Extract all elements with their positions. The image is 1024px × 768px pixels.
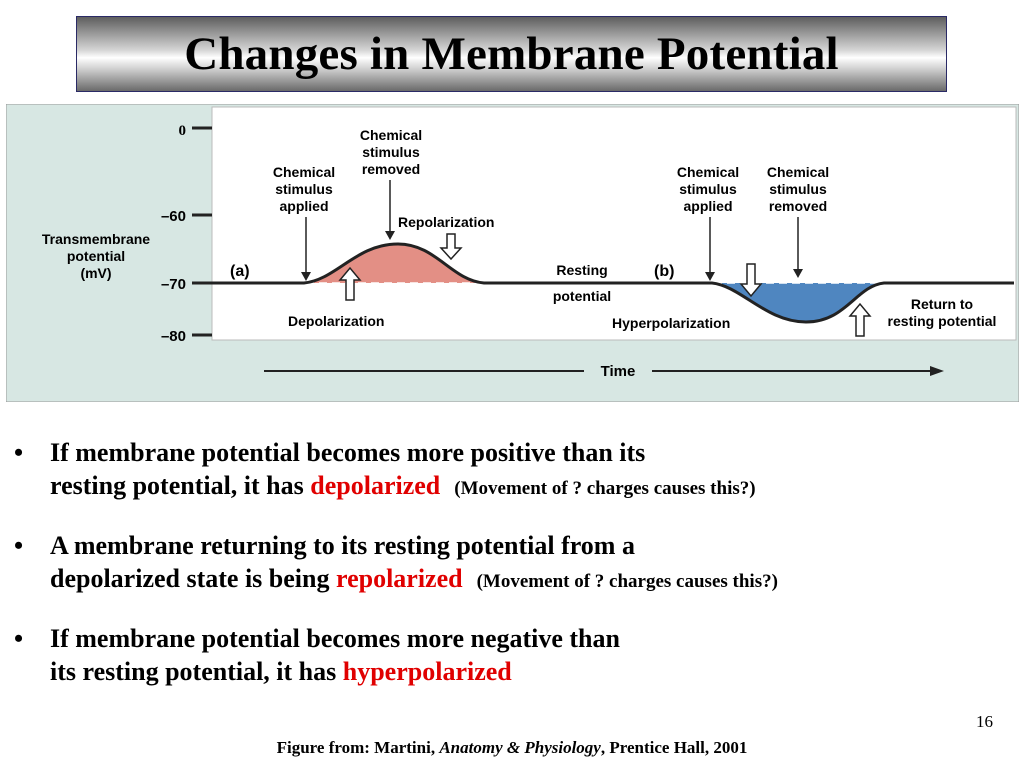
panel-b-tag: (b) [654,263,674,280]
return-to-resting-arrow-icon [848,302,872,337]
title-banner: Changes in Membrane Potential [76,16,947,92]
panel-b-applied-line-1: Chemical [677,164,739,180]
credit-suffix: , Prentice Hall, 2001 [600,738,748,757]
time-axis-arrowhead [930,366,944,376]
panel-a-removed-arrowhead [385,231,395,240]
bullet-line-2: resting potential, it has depolarized (Mo… [50,469,1014,505]
term-repolarized: repolarized [336,564,463,593]
panel-a-applied-line-3: applied [279,198,328,214]
bullet-marker: • [14,624,24,653]
bullet-line-2: its resting potential, it has hyperpolar… [50,655,1014,688]
panel-b-removed-line-2: stimulus [769,181,827,197]
panel-a-removed-line-1: Chemical [360,127,422,143]
bullet-hyperpolarized: • If membrane potential becomes more neg… [14,622,1014,688]
repolarization-label: Repolarization [398,214,494,230]
membrane-potential-trace [212,242,1014,324]
bullet-line-1: A membrane returning to its resting pote… [50,531,635,560]
y-tick-70-label: –70 [161,276,186,293]
y-axis-label-line-1: Transmembrane [42,231,150,247]
y-tick-80-label: –80 [161,328,186,345]
y-tick-0-label: 0 [179,123,187,139]
term-depolarized: depolarized [310,471,441,500]
bullet-marker: • [14,438,24,467]
bullet-line-2-text: depolarized state is being [50,564,336,593]
bullet-line-2: depolarized state is being repolarized (M… [50,562,1014,598]
panel-a: (a) Chemical stimulus applied Chemical s… [230,127,494,329]
bullet-text: If membrane potential becomes more negat… [50,622,1014,688]
bullet-note: (Movement of ? charges causes this?) [454,478,756,499]
bullet-depolarized: • If membrane potential becomes more pos… [14,436,1014,505]
credit-book: Anatomy & Physiology [439,738,601,757]
bullet-text: A membrane returning to its resting pote… [50,529,1014,598]
depolarization-arrow-icon [338,266,362,301]
repolarization-arrow-icon [439,233,463,261]
slide-number: 16 [976,712,993,731]
panel-a-applied-arrowhead [301,272,311,281]
time-axis-label: Time [601,363,636,380]
membrane-potential-figure: 0 –60 –70 –80 Transmembrane potential (m… [6,104,1019,402]
resting-potential-line-1: Resting [556,262,607,278]
plot-area [211,106,1017,341]
bullet-line-1: If membrane potential becomes more negat… [50,624,620,653]
panel-a-applied-line-1: Chemical [273,164,335,180]
panel-a-removed-line-2: stimulus [362,144,420,160]
bullet-note: (Movement of ? charges causes this?) [476,571,778,592]
panel-b-removed-line-3: removed [769,198,827,214]
depolarization-label: Depolarization [288,313,384,329]
panel-a-tag: (a) [230,263,250,280]
panel-a-applied-line-2: stimulus [275,181,333,197]
bullet-line-2-text: its resting potential, it has [50,657,343,686]
bullet-text: If membrane potential becomes more posit… [50,436,1014,505]
hyperpolarization-area [712,283,884,322]
figure-credit: Figure from: Martini, Anatomy & Physiolo… [0,738,1024,758]
resting-potential-line-2: potential [553,288,611,304]
panel-b-removed-line-1: Chemical [767,164,829,180]
bullet-line-2-text: resting potential, it has [50,471,311,500]
bullet-marker: • [14,531,24,560]
hyperpolarization-arrow-icon [739,263,763,298]
credit-prefix: Figure from: Martini, [276,738,440,757]
panel-b-applied-arrowhead [705,272,715,281]
slide-title: Changes in Membrane Potential [184,28,839,80]
y-axis: 0 –60 –70 –80 Transmembrane potential (m… [42,123,212,345]
hyperpolarization-label: Hyperpolarization [612,315,730,331]
panel-b-applied-line-3: applied [683,198,732,214]
return-to-resting-line-2: resting potential [888,313,997,329]
y-axis-label-line-3: (mV) [80,265,111,281]
panel-b-removed-arrowhead [793,269,803,278]
y-axis-label-line-2: potential [67,248,125,264]
term-hyperpolarized: hyperpolarized [342,657,512,686]
bullet-repolarized: • A membrane returning to its resting po… [14,529,1014,598]
panel-a-removed-line-3: removed [362,161,420,177]
panel-b: (b) Chemical stimulus applied Chemical s… [612,164,997,337]
time-axis: Time [264,363,944,380]
return-to-resting-line-1: Return to [911,296,973,312]
panel-b-applied-line-2: stimulus [679,181,737,197]
y-tick-60-label: –60 [161,208,186,225]
bullet-list: • If membrane potential becomes more pos… [14,436,1014,712]
bullet-line-1: If membrane potential becomes more posit… [50,438,646,467]
